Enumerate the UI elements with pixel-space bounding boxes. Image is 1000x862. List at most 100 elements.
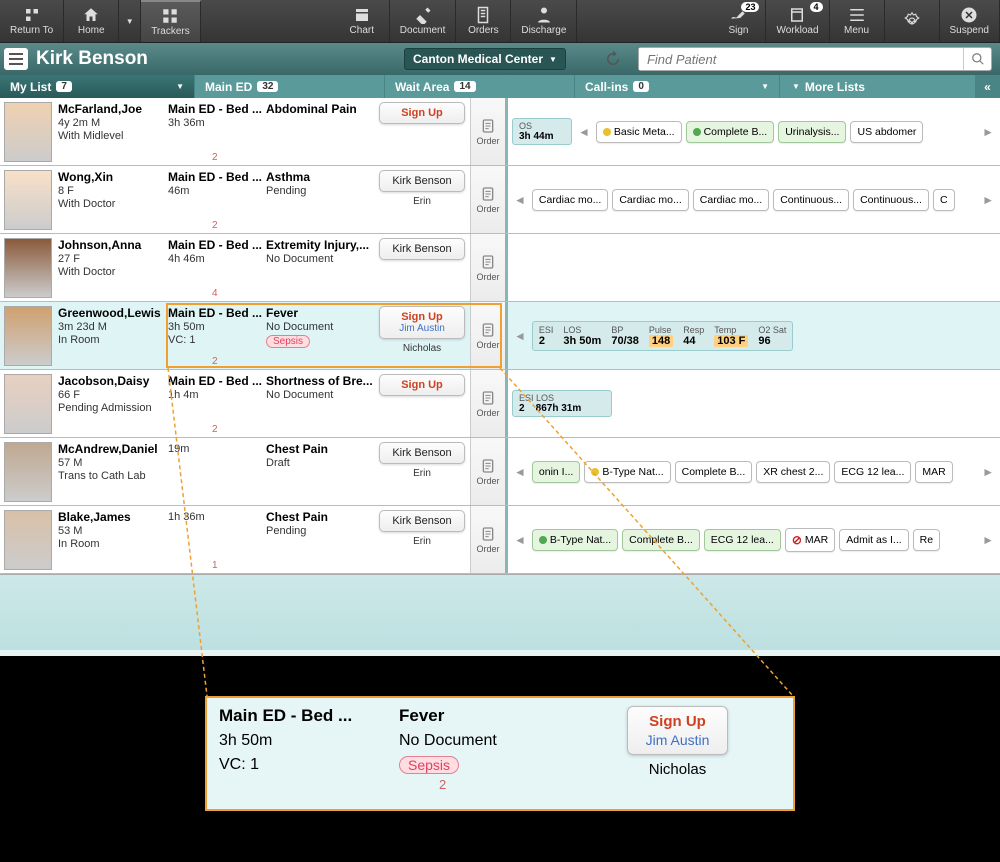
patient-diagnosis: FeverNo DocumentSepsis xyxy=(264,302,374,369)
tab-call-ins[interactable]: Call-ins0▼ xyxy=(575,75,780,98)
order-chip[interactable]: Complete B... xyxy=(675,461,753,483)
patient-action: Sign UpJim Austin Nicholas xyxy=(374,302,470,369)
scroll-left-icon[interactable]: ◄ xyxy=(576,125,592,139)
zoom-nicholas: Nicholas xyxy=(649,761,707,778)
patient-row[interactable]: McAndrew,Daniel57 MTrans to Cath Lab 19m… xyxy=(0,438,1000,506)
scroll-left-icon[interactable]: ◄ xyxy=(512,533,528,547)
patient-row[interactable]: Wong,Xin8 FWith Doctor Main ED - Bed ...… xyxy=(0,166,1000,234)
location-dropdown[interactable]: Canton Medical Center▼ xyxy=(404,48,566,70)
order-chip[interactable]: Complete B... xyxy=(622,529,700,551)
scroll-left-icon[interactable]: ◄ xyxy=(512,465,528,479)
patient-location: Main ED - Bed ...46m2 xyxy=(166,166,264,233)
patient-row[interactable]: Jacobson,Daisy66 FPending Admission Main… xyxy=(0,370,1000,438)
provider-button[interactable]: Sign Up xyxy=(379,374,465,396)
chart-button[interactable]: Chart xyxy=(335,0,390,42)
order-chip[interactable]: B-Type Nat... xyxy=(532,529,618,551)
patient-avatar xyxy=(4,238,52,298)
workload-button[interactable]: 4Workload xyxy=(766,0,829,42)
patient-extra: ◄ onin I...B-Type Nat...Complete B...XR c… xyxy=(508,438,1000,505)
patient-diagnosis: Abdominal Pain xyxy=(264,98,374,165)
order-button[interactable]: Order xyxy=(470,302,508,369)
tab-collapse[interactable]: « xyxy=(976,75,1000,98)
order-button[interactable]: Order xyxy=(470,234,508,301)
order-chip[interactable]: Basic Meta... xyxy=(596,121,682,143)
order-chip[interactable]: MAR xyxy=(915,461,952,483)
tab-my-list[interactable]: My List7▼ xyxy=(0,75,195,98)
patient-extra xyxy=(508,234,1000,301)
order-chip[interactable]: onin I... xyxy=(532,461,580,483)
order-chip[interactable]: B-Type Nat... xyxy=(584,461,670,483)
scroll-right-icon[interactable]: ► xyxy=(980,193,996,207)
sign-button[interactable]: 23Sign xyxy=(711,0,766,42)
orders-button[interactable]: Orders xyxy=(456,0,511,42)
order-chip[interactable]: Admit as I... xyxy=(839,529,908,551)
zoom-callout: Main ED - Bed ... 3h 50m VC: 1 Fever No … xyxy=(205,696,795,811)
order-chip[interactable]: ⊘MAR xyxy=(785,528,835,552)
zoom-vc: VC: 1 xyxy=(219,756,399,774)
search-button[interactable] xyxy=(963,48,991,70)
patient-info: Jacobson,Daisy66 FPending Admission xyxy=(56,370,166,437)
patient-info: Wong,Xin8 FWith Doctor xyxy=(56,166,166,233)
patient-row[interactable]: Greenwood,Lewis3m 23d MIn Room Main ED -… xyxy=(0,302,1000,370)
provider-button[interactable]: Kirk Benson xyxy=(379,170,465,192)
order-chip[interactable]: Urinalysis... xyxy=(778,121,846,143)
document-button[interactable]: Document xyxy=(390,0,457,42)
patient-avatar xyxy=(4,170,52,230)
patient-extra: ◄ESI2LOS3h 50mBP70/38Pulse148Resp44Temp1… xyxy=(508,302,1000,369)
order-chip[interactable]: Continuous... xyxy=(773,189,849,211)
order-chip[interactable]: ECG 12 lea... xyxy=(704,529,781,551)
suspend-button[interactable]: Suspend xyxy=(940,0,1000,42)
provider-button[interactable]: Kirk Benson xyxy=(379,442,465,464)
home-button[interactable]: Home xyxy=(64,0,119,42)
patient-action: Kirk Benson Erin xyxy=(374,506,470,573)
scroll-left-icon[interactable]: ◄ xyxy=(512,193,528,207)
provider-button[interactable]: Sign UpJim Austin xyxy=(379,306,465,339)
order-button[interactable]: Order xyxy=(470,506,508,573)
patient-diagnosis: Chest PainPending xyxy=(264,506,374,573)
discharge-button[interactable]: Discharge xyxy=(511,0,577,42)
patient-avatar xyxy=(4,102,52,162)
scroll-right-icon[interactable]: ► xyxy=(980,125,996,139)
order-chip[interactable]: Complete B... xyxy=(686,121,775,143)
close-icon xyxy=(960,6,978,24)
zoom-signup-button[interactable]: Sign Up Jim Austin xyxy=(627,706,729,755)
order-chip[interactable]: Cardiac mo... xyxy=(532,189,608,211)
return-to-button[interactable]: Return To xyxy=(0,0,64,42)
zoom-time: 3h 50m xyxy=(219,732,399,750)
trackers-button[interactable]: Trackers xyxy=(141,0,201,42)
order-button[interactable]: Order xyxy=(470,438,508,505)
order-chip[interactable]: US abdomer xyxy=(850,121,923,143)
patient-row[interactable]: Johnson,Anna27 FWith Doctor Main ED - Be… xyxy=(0,234,1000,302)
zoom-dx: Fever xyxy=(399,706,574,726)
scroll-right-icon[interactable]: ► xyxy=(980,533,996,547)
order-button[interactable]: Order xyxy=(470,370,508,437)
search-input[interactable] xyxy=(639,48,963,70)
order-chip[interactable]: Cardiac mo... xyxy=(612,189,688,211)
provider-button[interactable]: Kirk Benson xyxy=(379,510,465,532)
patient-row[interactable]: Blake,James53 MIn Room 1h 36m1 Chest Pai… xyxy=(0,506,1000,574)
provider-button[interactable]: Sign Up xyxy=(379,102,465,124)
patient-extra: ◄ B-Type Nat...Complete B...ECG 12 lea...… xyxy=(508,506,1000,573)
provider-button[interactable]: Kirk Benson xyxy=(379,238,465,260)
refresh-button[interactable] xyxy=(600,48,626,70)
patient-action: Kirk Benson xyxy=(374,234,470,301)
scroll-right-icon[interactable]: ► xyxy=(980,465,996,479)
order-button[interactable]: Order xyxy=(470,98,508,165)
settings-button[interactable] xyxy=(885,0,940,42)
home-dropdown[interactable]: ▼ xyxy=(119,0,141,42)
order-chip[interactable]: Cardiac mo... xyxy=(693,189,769,211)
tab-more-lists[interactable]: ▼More Lists xyxy=(780,75,976,98)
order-chip[interactable]: C xyxy=(933,189,955,211)
patient-row[interactable]: McFarland,Joe4y 2m MWith Midlevel Main E… xyxy=(0,98,1000,166)
patient-diagnosis: Chest PainDraft xyxy=(264,438,374,505)
order-chip[interactable]: XR chest 2... xyxy=(756,461,830,483)
tab-main-ed[interactable]: Main ED32 xyxy=(195,75,385,98)
order-button[interactable]: Order xyxy=(470,166,508,233)
hamburger-button[interactable] xyxy=(4,48,28,70)
tab-wait-area[interactable]: Wait Area14 xyxy=(385,75,575,98)
order-chip[interactable]: Re xyxy=(913,529,940,551)
order-chip[interactable]: Continuous... xyxy=(853,189,929,211)
order-chip[interactable]: ECG 12 lea... xyxy=(834,461,911,483)
menu-button[interactable]: Menu xyxy=(830,0,885,42)
refresh-icon xyxy=(604,50,622,68)
